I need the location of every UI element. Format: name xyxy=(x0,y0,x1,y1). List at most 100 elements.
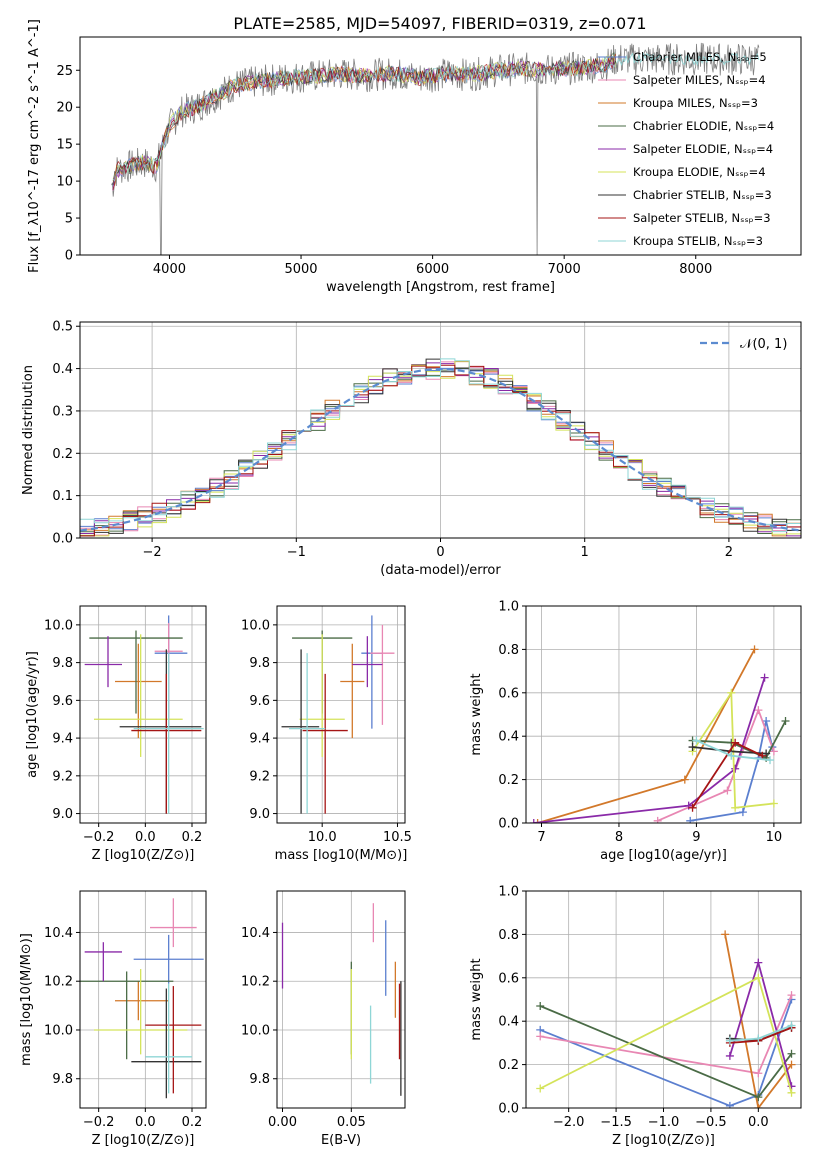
mass_vs_Z-ylabel: mass [log10(M/M⊙)] xyxy=(19,933,34,1066)
weight-marker xyxy=(688,743,697,752)
weight-series xyxy=(725,958,796,1091)
weight_vs_Z-ytick-label: 0.6 xyxy=(498,971,519,986)
weight-marker xyxy=(692,736,701,745)
weight-marker xyxy=(727,688,736,697)
weight_vs_Z-xtick-label: −1.5 xyxy=(600,1115,632,1130)
weight_vs_age-ytick-label: 1.0 xyxy=(498,600,519,615)
weight_vs_Z-xtick-label: 0.0 xyxy=(748,1115,769,1130)
weight-marker xyxy=(529,819,538,823)
age_vs_mass-ytick-label: 9.0 xyxy=(249,807,270,822)
residuals-ytick-label: 0.4 xyxy=(52,362,73,377)
residuals-ytick-label: 0.5 xyxy=(52,320,73,335)
weight-marker xyxy=(536,1032,545,1041)
weight-marker xyxy=(754,1104,763,1108)
weight-marker xyxy=(725,1036,734,1045)
age_vs_Z-xtick-label: 0.2 xyxy=(182,830,203,845)
weight-series xyxy=(536,1002,796,1102)
mass_vs_Z-panel: −0.2 0.0 0.2 9.8 10.0 10.2 10.4 Z [log10(Z/Z⊙)]… xyxy=(19,890,207,1148)
weight-marker xyxy=(688,803,697,812)
residual-histogram xyxy=(80,358,801,533)
error-bar-point xyxy=(131,988,202,1099)
error-bar-point xyxy=(94,634,183,757)
age_vs_Z-plot-area xyxy=(84,615,204,814)
weight-marker xyxy=(754,958,763,967)
mass_vs_EBV-xlabel: E(B-V) xyxy=(321,1133,361,1148)
age_vs_mass-ytick-label: 9.6 xyxy=(249,694,270,709)
error-bar-point xyxy=(84,636,122,688)
weight_vs_age-xtick-label: 7 xyxy=(537,830,545,845)
weight-marker xyxy=(536,1002,545,1011)
mass_vs_Z-xtick-label: 0.0 xyxy=(135,1115,156,1130)
weight_vs_Z-ylabel: mass weight xyxy=(469,958,484,1040)
weight-series-line xyxy=(691,689,774,809)
residuals-ytick-label: 0.1 xyxy=(52,489,73,504)
weight-series-line xyxy=(724,934,793,1108)
age_vs_Z-ytick-label: 10.0 xyxy=(44,618,73,633)
weight_vs_age-xtick-label: 8 xyxy=(615,830,623,845)
mass_vs_Z-ytick-label: 10.4 xyxy=(44,926,73,941)
weight_vs_Z-panel: −2.0 −1.5 −1.0 −0.5 0.0 0.0 0.2 0.4 0.6 0.8 1.0 Z [… xyxy=(469,885,802,1148)
age_vs_Z-xtick-label: 0.0 xyxy=(135,830,156,845)
spectrum-ytick-label: 10 xyxy=(56,175,73,190)
weight_vs_Z-xtick-label: −2.0 xyxy=(553,1115,585,1130)
spectrum-xtick-label: 7000 xyxy=(548,262,581,277)
weight-marker xyxy=(787,1088,796,1097)
error-bar-point xyxy=(289,653,326,814)
weight-marker xyxy=(750,645,759,654)
residuals-ytick-label: 0.3 xyxy=(52,404,73,419)
weight_vs_Z-ytick-label: 0.2 xyxy=(498,1058,519,1073)
spectrum-xtick-label: 8000 xyxy=(679,262,712,277)
residual-legend: 𝒩(0, 1) xyxy=(700,337,787,352)
weight-marker xyxy=(721,930,730,939)
age_vs_Z-frame xyxy=(79,605,207,824)
weight_vs_age-ytick-label: 0.8 xyxy=(498,643,519,658)
spectrum-legend: Chabrier MILES, Nₛₛₚ=5 Salpeter MILES, Nₛ… xyxy=(598,50,774,248)
weight_vs_Z-ytick-label: 1.0 xyxy=(498,885,519,900)
mass_vs_Z-ytick-label: 10.0 xyxy=(44,1023,73,1038)
legend-entry-label: Salpeter STELIB, Nₛₛₚ=3 xyxy=(633,211,771,225)
age_vs_Z-ytick-label: 9.8 xyxy=(52,656,73,671)
error-bar-point xyxy=(370,624,395,725)
model-spectrum-line xyxy=(616,52,760,67)
spectrum-ylabel: Flux [f_λ10^-17 erg cm^-2 s^-1 A^-1] xyxy=(27,19,42,273)
mass_vs_EBV-ytick-label: 10.4 xyxy=(241,926,270,941)
weight_vs_Z-xtick-label: −0.5 xyxy=(695,1115,727,1130)
mass_vs_EBV-xtick-label: 0.00 xyxy=(268,1115,297,1130)
residuals-xlabel: (data-model)/error xyxy=(380,563,501,578)
normal-reference-curve xyxy=(80,367,801,532)
spectrum-ytick-label: 15 xyxy=(56,138,73,153)
weight-marker xyxy=(754,973,763,982)
legend-entry-label: Chabrier MILES, Nₛₛₚ=5 xyxy=(633,50,767,64)
legend-entry-label: Chabrier ELODIE, Nₛₛₚ=4 xyxy=(633,119,774,133)
residuals-ytick-label: 0.0 xyxy=(52,532,73,547)
age_vs_Z-xlabel: Z [log10(Z/Z⊙)] xyxy=(92,848,195,863)
error-bar-point xyxy=(80,971,174,1060)
error-bar-point xyxy=(154,615,188,729)
mass_vs_EBV-xtick-label: 0.05 xyxy=(337,1115,366,1130)
error-bar-point xyxy=(131,673,202,814)
weight_vs_age-plot-area xyxy=(529,645,790,823)
weight-marker xyxy=(787,1021,796,1030)
weight-marker xyxy=(725,1101,734,1108)
weight-marker xyxy=(781,717,790,726)
mass_vs_EBV-frame xyxy=(276,890,406,1109)
age_vs_Z-ylabel: age [log10(age/yr)] xyxy=(25,651,40,778)
weight_vs_Z-ytick-label: 0.4 xyxy=(498,1015,519,1030)
spectrum-xtick-label: 4000 xyxy=(153,262,186,277)
age_vs_Z-ytick-label: 9.2 xyxy=(52,769,73,784)
error-bar-point xyxy=(361,615,383,729)
age_vs_mass-xtick-label: 10.5 xyxy=(383,830,412,845)
age_vs_mass-plot-area xyxy=(281,615,395,814)
legend-entry-label: Salpeter MILES, Nₛₛₚ=4 xyxy=(633,73,766,87)
weight_vs_age-ylabel: mass weight xyxy=(469,673,484,755)
weight-series xyxy=(536,995,796,1108)
weight-marker xyxy=(536,1084,545,1093)
age_vs_Z-ytick-label: 9.0 xyxy=(52,807,73,822)
weight-marker xyxy=(754,1093,763,1102)
weight_vs_Z-ytick-label: 0.8 xyxy=(498,928,519,943)
weight-marker xyxy=(731,803,740,812)
age_vs_Z-panel: −0.2 0.0 0.2 9.0 9.2 9.4 9.6 9.8 10.0 Z [log10(Z/… xyxy=(25,605,207,863)
weight-marker xyxy=(787,1060,796,1069)
error-bar-point xyxy=(115,981,169,1021)
